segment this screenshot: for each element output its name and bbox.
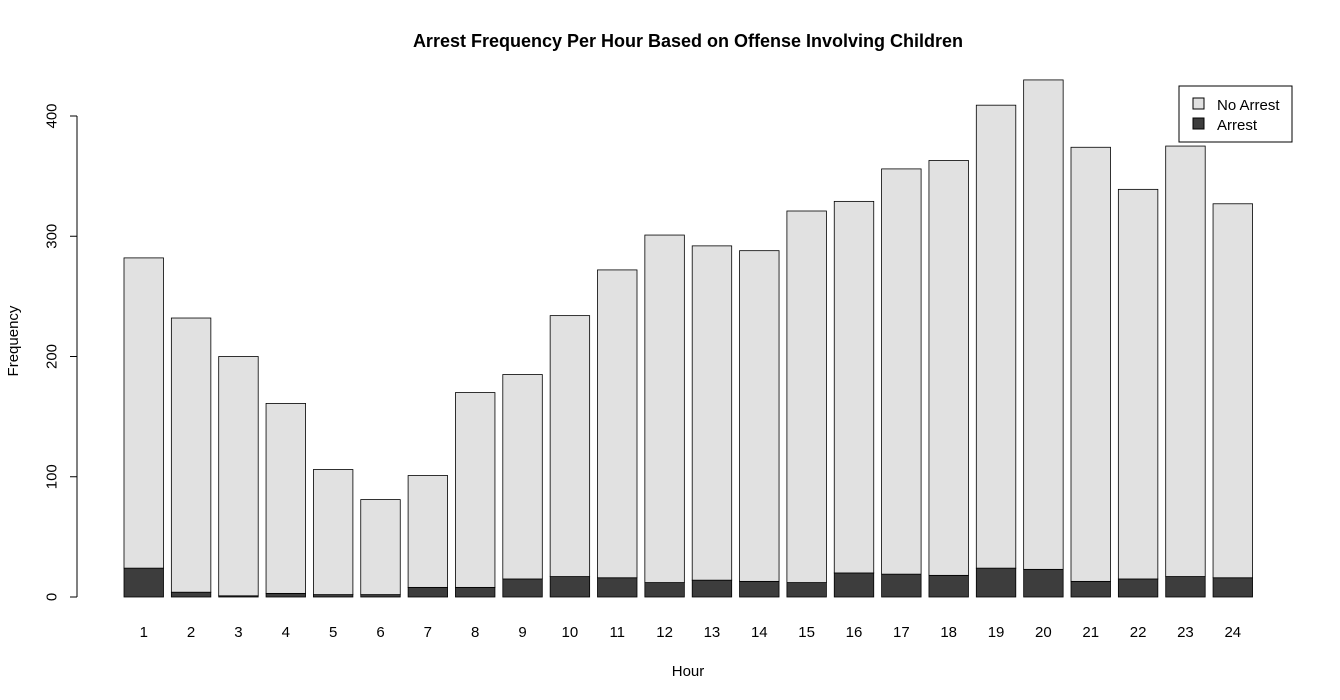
bar-arrest-hour-23 — [1165, 576, 1206, 598]
x-tick-label-5: 5 — [329, 624, 337, 641]
bar-no-arrest-hour-19 — [975, 104, 1017, 569]
bar-no-arrest-hour-2 — [170, 317, 212, 593]
bar-arrest-hour-15 — [786, 582, 827, 598]
x-tick-label-20: 20 — [1035, 624, 1052, 641]
bar-group — [123, 79, 1253, 598]
bar-no-arrest-hour-14 — [739, 250, 780, 582]
bar-no-arrest-hour-11 — [597, 269, 638, 579]
bar-arrest-hour-24 — [1212, 577, 1253, 598]
bar-no-arrest-hour-20 — [1023, 79, 1064, 570]
bar-arrest-hour-10 — [549, 576, 591, 598]
bar-no-arrest-hour-23 — [1165, 145, 1206, 577]
bar-no-arrest-hour-24 — [1212, 203, 1253, 579]
y-tick-label: 300 — [43, 224, 60, 249]
chart-title: Arrest Frequency Per Hour Based on Offen… — [413, 31, 963, 51]
bar-no-arrest-hour-21 — [1070, 146, 1111, 582]
bar-arrest-hour-9 — [502, 578, 543, 598]
bar-no-arrest-hour-4 — [265, 402, 306, 594]
x-tick-label-4: 4 — [282, 624, 290, 641]
bar-no-arrest-hour-7 — [407, 475, 449, 588]
bar-arrest-hour-20 — [1023, 568, 1064, 598]
bar-arrest-hour-18 — [928, 574, 969, 598]
x-tick-label-10: 10 — [562, 624, 579, 641]
bar-arrest-hour-2 — [170, 591, 212, 598]
x-tick-label-6: 6 — [376, 624, 384, 641]
bar-no-arrest-hour-1 — [123, 257, 164, 569]
x-tick-label-23: 23 — [1177, 624, 1194, 641]
x-tick-labels: 1 2 3 4 5 6 7 8 9 10 11 12 13 14 15 16 17 18 19 20 21 22 23 24 — [140, 624, 1242, 641]
bar-arrest-hour-14 — [739, 580, 780, 598]
bar-arrest-hour-19 — [975, 567, 1017, 598]
x-tick-label-22: 22 — [1130, 624, 1147, 641]
bar-no-arrest-hour-8 — [455, 392, 496, 588]
x-tick-label-8: 8 — [471, 624, 479, 641]
x-tick-label-13: 13 — [704, 624, 721, 641]
bar-no-arrest-hour-5 — [312, 469, 354, 596]
legend-swatch-arrest — [1192, 117, 1205, 130]
legend-label-no-arrest: No Arrest — [1217, 97, 1280, 114]
x-tick-label-9: 9 — [518, 624, 526, 641]
bar-arrest-hour-13 — [691, 579, 733, 598]
legend-box — [1178, 85, 1293, 143]
x-tick-label-7: 7 — [424, 624, 432, 641]
x-tick-label-12: 12 — [656, 624, 673, 641]
bar-no-arrest-hour-16 — [833, 200, 875, 574]
bar-no-arrest-hour-6 — [360, 499, 401, 596]
bar-no-arrest-hour-13 — [691, 245, 733, 581]
x-tick-label-15: 15 — [798, 624, 815, 641]
bar-arrest-hour-17 — [881, 573, 922, 598]
x-tick-label-21: 21 — [1082, 624, 1099, 641]
bar-no-arrest-hour-15 — [786, 210, 827, 583]
legend-label-arrest: Arrest — [1217, 117, 1258, 134]
x-tick-label-2: 2 — [187, 624, 195, 641]
x-tick-label-19: 19 — [988, 624, 1005, 641]
bar-arrest-hour-21 — [1070, 580, 1111, 598]
x-tick-label-17: 17 — [893, 624, 910, 641]
y-tick-label: 100 — [43, 464, 60, 489]
x-tick-label-18: 18 — [940, 624, 957, 641]
bar-arrest-hour-11 — [597, 577, 638, 598]
x-tick-label-24: 24 — [1224, 624, 1241, 641]
legend: No Arrest Arrest — [1178, 85, 1293, 143]
bar-arrest-hour-1 — [123, 567, 164, 598]
bar-arrest-hour-22 — [1117, 578, 1159, 598]
y-axis-label: Frequency — [5, 305, 22, 376]
x-tick-label-3: 3 — [234, 624, 242, 641]
bar-no-arrest-hour-12 — [644, 234, 685, 583]
bar-no-arrest-hour-9 — [502, 374, 543, 580]
x-tick-label-11: 11 — [609, 624, 625, 641]
x-tick-label-1: 1 — [140, 624, 148, 641]
bar-no-arrest-hour-3 — [218, 356, 259, 597]
bar-no-arrest-hour-18 — [928, 160, 969, 576]
y-axis: 0 100 200 300 400 — [43, 103, 78, 601]
bar-no-arrest-hour-10 — [549, 315, 591, 577]
legend-swatch-no-arrest — [1192, 97, 1205, 110]
x-axis-label: Hour — [672, 663, 705, 680]
x-tick-label-16: 16 — [846, 624, 863, 641]
y-tick-label: 400 — [43, 103, 60, 128]
bar-arrest-hour-16 — [833, 572, 875, 598]
y-tick-label: 0 — [43, 593, 60, 601]
bar-arrest-hour-12 — [644, 582, 685, 598]
x-tick-label-14: 14 — [751, 624, 768, 641]
y-tick-label: 200 — [43, 344, 60, 369]
bar-arrest-hour-7 — [407, 586, 449, 598]
bar-arrest-hour-4 — [265, 592, 306, 598]
bar-no-arrest-hour-22 — [1117, 188, 1159, 580]
bar-arrest-hour-8 — [455, 586, 496, 598]
bar-no-arrest-hour-17 — [881, 168, 922, 575]
